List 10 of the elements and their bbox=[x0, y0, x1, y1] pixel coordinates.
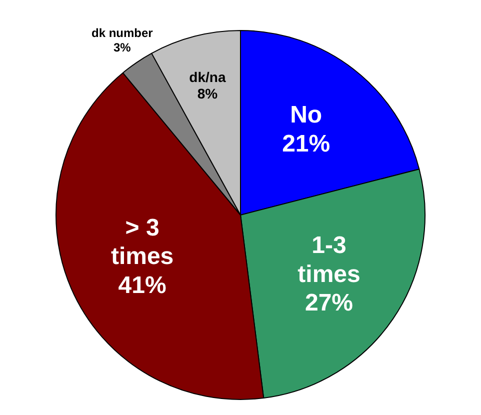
slice-label: 1-3 times bbox=[298, 232, 360, 288]
slice-label: > 3 times bbox=[110, 214, 174, 270]
slice-label: dk number bbox=[92, 26, 154, 40]
slice-label: No bbox=[290, 102, 322, 129]
data-label: 41% bbox=[118, 272, 166, 299]
data-label: 21% bbox=[282, 130, 330, 158]
data-label: 27% bbox=[304, 290, 354, 317]
slice-label: dk/na bbox=[189, 68, 226, 85]
data-label: 8% bbox=[197, 86, 218, 102]
data-label: 3% bbox=[114, 40, 132, 54]
